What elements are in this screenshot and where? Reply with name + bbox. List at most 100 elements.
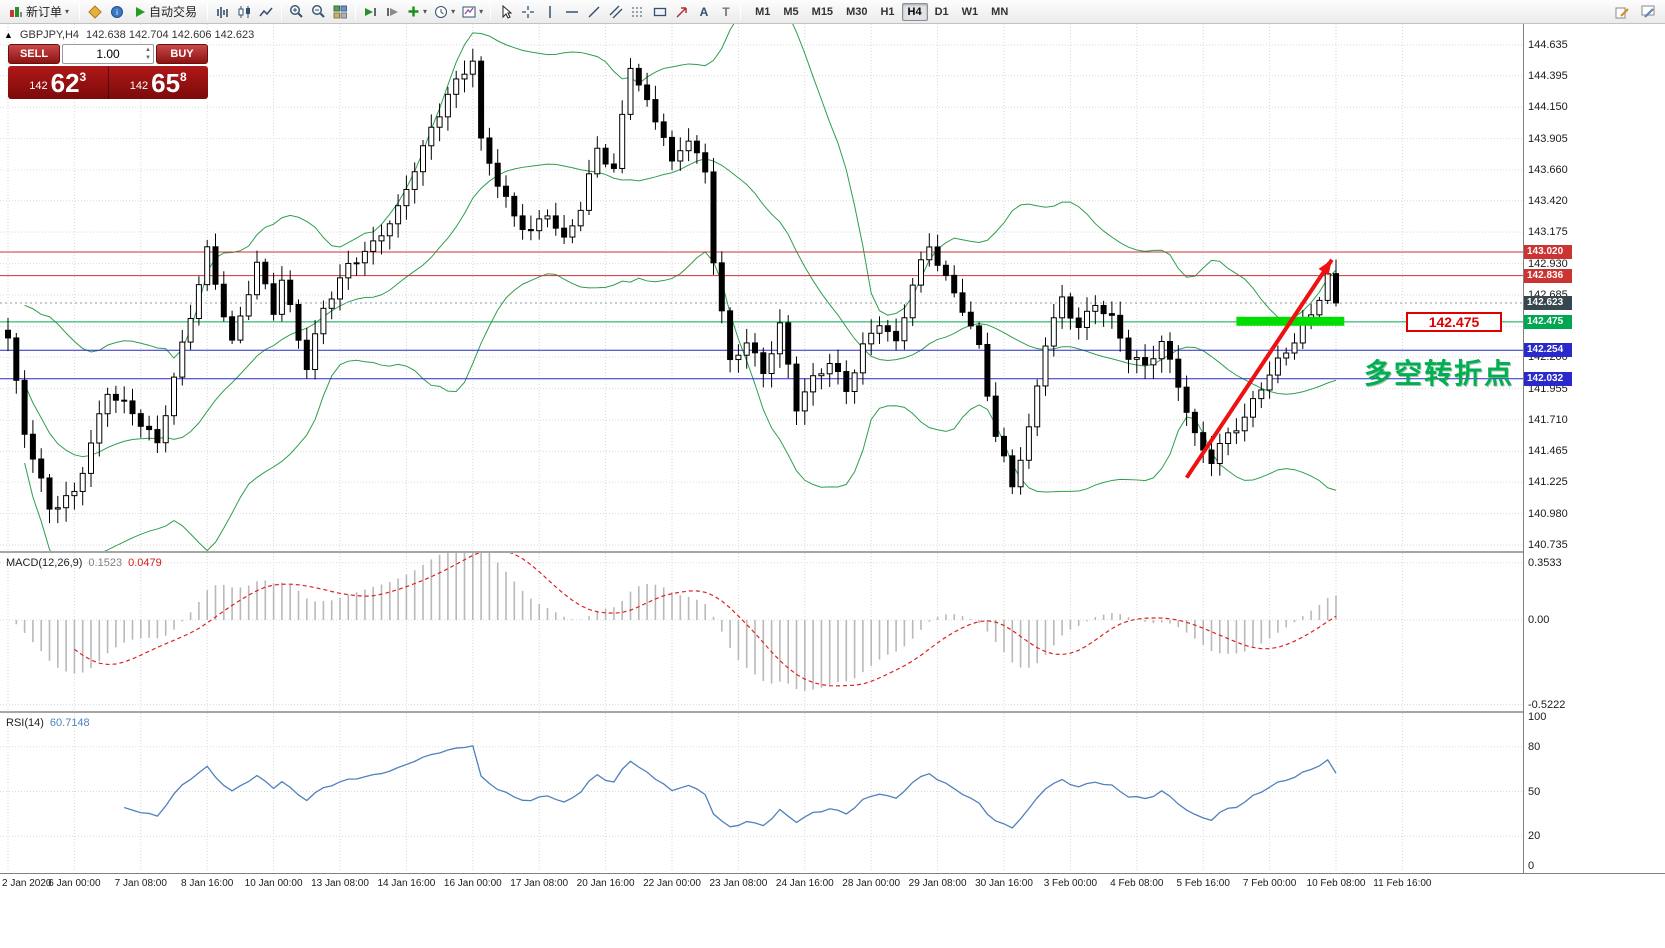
autotrading-button[interactable]: 自动交易 bbox=[128, 2, 203, 22]
timeframe-m1[interactable]: M1 bbox=[749, 3, 776, 21]
turning-point-annotation[interactable]: 多空转折点 bbox=[1364, 358, 1515, 389]
chevron-down-icon: ▾ bbox=[423, 6, 428, 16]
timeframe-w1[interactable]: W1 bbox=[956, 3, 985, 21]
vertical-line-icon bbox=[548, 5, 551, 18]
bar-chart-button[interactable] bbox=[212, 2, 233, 22]
new-order-label: 新订单 bbox=[26, 5, 63, 19]
rsi-label: RSI(14) 60.7148 bbox=[6, 717, 90, 729]
time-tick: 24 Jan 16:00 bbox=[775, 878, 834, 889]
sell-price-sup: 3 bbox=[79, 70, 87, 84]
price-tick: 141.225 bbox=[1528, 476, 1568, 489]
timeframe-d1[interactable]: D1 bbox=[929, 3, 955, 21]
compose-button[interactable] bbox=[1638, 2, 1659, 22]
volume-spinner[interactable]: ▲ ▼ bbox=[145, 46, 151, 62]
new-order-button[interactable]: 新订单 ▾ bbox=[3, 2, 75, 22]
svg-text:A: A bbox=[699, 5, 708, 19]
new-order-icon bbox=[10, 6, 22, 17]
auto-scroll-button[interactable] bbox=[360, 2, 381, 22]
timeframe-m5[interactable]: M5 bbox=[777, 3, 804, 21]
clock-icon bbox=[435, 5, 448, 18]
timeframe-h4[interactable]: H4 bbox=[901, 2, 928, 21]
auto-scroll-icon bbox=[365, 7, 377, 16]
spinner-down-icon[interactable]: ▼ bbox=[145, 55, 151, 61]
time-tick: 29 Jan 08:00 bbox=[908, 878, 967, 889]
templates-icon bbox=[462, 6, 476, 17]
time-tick: 4 Feb 08:00 bbox=[1110, 878, 1164, 889]
toolbar-separator bbox=[490, 3, 492, 20]
edit-button[interactable] bbox=[1612, 2, 1633, 22]
cursor-button[interactable] bbox=[495, 2, 516, 22]
zoom-in-button[interactable] bbox=[286, 2, 307, 22]
buy-button[interactable]: BUY bbox=[156, 44, 208, 64]
price-tick: 140.980 bbox=[1528, 507, 1568, 520]
zoom-out-button[interactable] bbox=[308, 2, 329, 22]
periods-button[interactable]: ▾ bbox=[431, 2, 458, 22]
macd-panel-canvas[interactable] bbox=[0, 553, 1523, 711]
macd-signal-line bbox=[74, 553, 1337, 687]
price-axis[interactable]: 144.635 144.395 144.150 143.905 143.660 143.4… bbox=[1523, 24, 1665, 873]
volume-input[interactable]: 1.00 ▲ ▼ bbox=[62, 44, 154, 64]
rsi-scale-tick: 0 bbox=[1528, 860, 1535, 872]
tile-windows-button[interactable] bbox=[330, 2, 351, 22]
time-tick: 16 Jan 00:00 bbox=[443, 878, 502, 889]
panel-splitter[interactable] bbox=[0, 711, 1665, 713]
toolbar: 新订单 ▾ i 自动交易 ▾ ▾ bbox=[0, 0, 1665, 24]
templates-button[interactable]: ▾ bbox=[459, 2, 486, 22]
toolbar-separator bbox=[740, 3, 742, 20]
arrows-tool-button[interactable] bbox=[671, 2, 692, 22]
timeframe-mn[interactable]: MN bbox=[985, 3, 1014, 21]
chevron-down-icon: ▾ bbox=[451, 6, 456, 16]
horizontal-line-icon bbox=[565, 10, 578, 13]
main-chart-canvas[interactable] bbox=[0, 24, 1523, 551]
sell-price[interactable]: 142 62 3 bbox=[8, 66, 109, 99]
pencil-icon bbox=[1615, 7, 1629, 18]
chart-shift-icon bbox=[387, 7, 399, 16]
price-tick: 143.175 bbox=[1528, 226, 1568, 239]
label-icon: T bbox=[722, 5, 730, 19]
text-label-button[interactable]: T bbox=[715, 2, 736, 22]
play-icon bbox=[136, 6, 146, 17]
rsi-scale-tick: 100 bbox=[1528, 711, 1547, 723]
channel-button[interactable] bbox=[605, 2, 626, 22]
spinner-up-icon[interactable]: ▲ bbox=[145, 47, 151, 53]
candlestick-chart-button[interactable] bbox=[234, 2, 255, 22]
trend-arrow[interactable] bbox=[1184, 258, 1334, 479]
metaeditor-button[interactable] bbox=[84, 2, 105, 22]
one-click-expander[interactable]: ▲ bbox=[4, 30, 13, 40]
text-tool-button[interactable]: A bbox=[693, 2, 714, 22]
macd-scale-tick: -0.5222 bbox=[1528, 698, 1566, 711]
price-tag-label[interactable]: 142.475 bbox=[1406, 312, 1502, 332]
time-tick: 5 Feb 16:00 bbox=[1176, 878, 1230, 889]
timeframe-m15[interactable]: M15 bbox=[806, 3, 839, 21]
timeframe-h1[interactable]: H1 bbox=[874, 3, 900, 21]
shapes-button[interactable] bbox=[649, 2, 670, 22]
rsi-panel-canvas[interactable] bbox=[0, 713, 1523, 871]
price-tick: 140.735 bbox=[1528, 538, 1568, 551]
time-axis[interactable]: 2 Jan 2020 6 Jan 00:00 7 Jan 08:00 8 Jan 16… bbox=[0, 873, 1665, 948]
time-tick: 10 Feb 08:00 bbox=[1306, 878, 1366, 889]
panel-splitter[interactable] bbox=[0, 551, 1665, 553]
timeframe-m30[interactable]: M30 bbox=[840, 3, 873, 21]
time-tick: 23 Jan 08:00 bbox=[709, 878, 768, 889]
trendline-button[interactable] bbox=[583, 2, 604, 22]
chart-shift-button[interactable] bbox=[382, 2, 403, 22]
buy-price[interactable]: 142 65 8 bbox=[109, 66, 209, 99]
vertical-line-button[interactable] bbox=[539, 2, 560, 22]
indicators-button[interactable]: ▾ bbox=[404, 2, 430, 22]
time-tick: 11 Feb 16:00 bbox=[1373, 878, 1432, 889]
fibonacci-button[interactable] bbox=[627, 2, 648, 22]
globe-icon: i bbox=[110, 5, 123, 18]
price-tick: 141.710 bbox=[1528, 413, 1568, 426]
community-button[interactable]: i bbox=[106, 2, 127, 22]
horizontal-line-button[interactable] bbox=[561, 2, 582, 22]
time-tick: 7 Feb 00:00 bbox=[1242, 878, 1297, 889]
sell-button[interactable]: SELL bbox=[8, 44, 60, 64]
crosshair-button[interactable] bbox=[517, 2, 538, 22]
indicators-plus-icon bbox=[408, 6, 419, 17]
toolbar-separator bbox=[207, 3, 209, 20]
macd-name: MACD(12,26,9) bbox=[6, 557, 83, 569]
line-chart-button[interactable] bbox=[256, 2, 277, 22]
fibonacci-icon bbox=[631, 7, 644, 16]
price-tick: 144.635 bbox=[1528, 39, 1568, 51]
